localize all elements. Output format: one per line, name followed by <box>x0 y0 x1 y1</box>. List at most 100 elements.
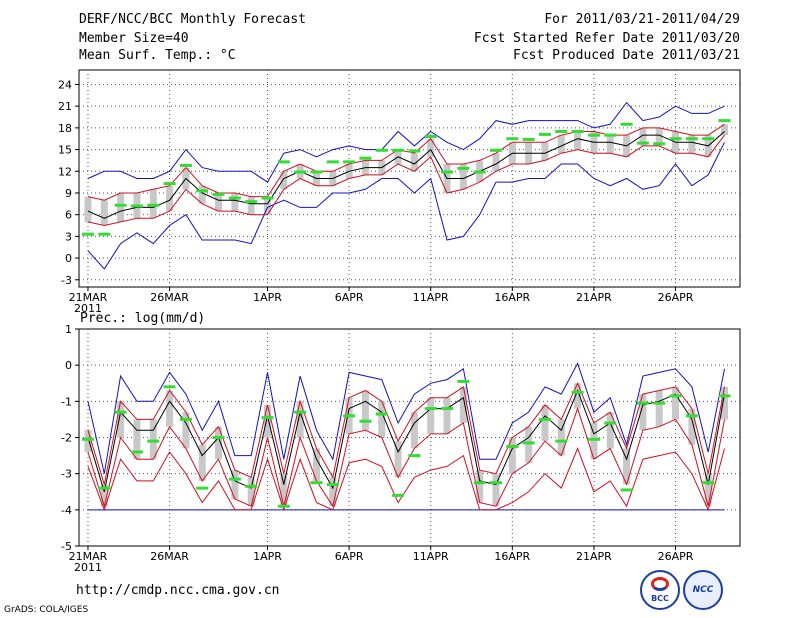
spread-box <box>215 192 223 212</box>
x-tick-label: 21APR <box>576 291 612 304</box>
y-tick-label: 12 <box>58 165 72 178</box>
observed-mark <box>343 160 356 164</box>
observed-mark <box>669 394 682 398</box>
x-tick-label: 21MAR <box>69 291 108 304</box>
observed-mark <box>441 407 454 411</box>
y-tick-label: 3 <box>65 230 72 243</box>
spread-box <box>574 383 582 409</box>
spread-box <box>557 419 565 456</box>
x-tick-label: 6APR <box>335 550 364 563</box>
spread-box <box>720 386 728 420</box>
spread-box <box>639 394 647 431</box>
y-tick-label: 24 <box>58 78 72 91</box>
observed-mark <box>702 481 715 485</box>
spread-box <box>296 401 304 438</box>
observed-mark <box>375 148 388 152</box>
panel-2: -5 -4 -3 -2 -1 0 1 21MAR 26MAR 1APR 6APR 11APR 16APR… <box>61 311 741 574</box>
lower-outer-line <box>87 142 725 270</box>
spread-box <box>655 127 663 146</box>
spread-box <box>492 153 500 172</box>
observed-mark <box>604 133 617 137</box>
spread-box <box>100 484 108 507</box>
spread-box <box>720 124 728 136</box>
start-date: Fcst Started Refer Date 2011/03/20 <box>473 31 740 46</box>
spread-box <box>394 441 402 478</box>
spread-box <box>655 390 663 427</box>
spread-box <box>117 401 125 438</box>
spread-box <box>688 408 696 445</box>
observed-mark <box>702 137 715 141</box>
spread-box <box>312 448 320 481</box>
observed-mark <box>506 137 519 141</box>
spread-box <box>100 200 108 226</box>
x-tick-label: 26APR <box>658 550 694 563</box>
y-tick-label: 0 <box>65 252 72 265</box>
observed-mark <box>98 232 111 236</box>
bcc-logo-text: BCC <box>651 594 669 603</box>
observed-mark <box>555 439 568 443</box>
lower-inner-line <box>87 134 725 227</box>
spread-box <box>166 390 174 427</box>
spread-box <box>361 390 369 431</box>
ncc-logo-text: NCC <box>692 585 714 595</box>
observed-mark <box>620 488 633 492</box>
y-tick-label: 15 <box>58 144 72 157</box>
x-tick-label: 1APR <box>253 291 282 304</box>
observed-mark <box>408 454 421 458</box>
spread-box <box>84 430 92 452</box>
spread-box <box>329 477 337 507</box>
y-tick-label: -3 <box>61 468 72 481</box>
spread-box <box>590 423 598 460</box>
x-tick-label: 21MAR <box>69 550 108 563</box>
spread-box <box>459 386 467 424</box>
observed-mark <box>294 410 307 414</box>
observed-mark <box>179 417 192 421</box>
x-tick-label: 26MAR <box>150 291 189 304</box>
spread-box <box>459 164 467 190</box>
observed-mark <box>473 170 486 174</box>
observed-mark <box>261 416 274 420</box>
observed-mark <box>457 379 470 383</box>
observed-mark <box>130 450 143 454</box>
x-tick-label: 26MAR <box>150 550 189 563</box>
observed-mark <box>228 196 241 200</box>
observed-mark <box>81 437 94 441</box>
upper-outer-line <box>87 101 725 183</box>
upper-outer-line <box>87 362 725 474</box>
spread-box <box>231 470 239 499</box>
observed-mark <box>490 481 503 485</box>
x-tick-label: 26APR <box>658 291 694 304</box>
observed-mark <box>424 135 437 139</box>
ensemble-mean-line <box>87 131 725 219</box>
y-tick-label: -5 <box>61 540 72 553</box>
observed-mark <box>163 385 176 389</box>
spread-box <box>606 135 614 154</box>
year-label: 2011 <box>74 302 102 315</box>
spread-box <box>492 473 500 507</box>
spread-box <box>541 404 549 442</box>
spread-box <box>606 412 614 449</box>
forecast-period: For 2011/03/21-2011/04/29 <box>544 12 740 27</box>
source-url[interactable]: http://cmdp.ncc.cma.gov.cn <box>76 583 280 598</box>
observed-mark <box>392 148 405 152</box>
observed-mark <box>245 484 258 488</box>
observed-mark <box>359 156 372 160</box>
observed-mark <box>685 137 698 141</box>
x-tick-label: 6APR <box>335 291 364 304</box>
spread-box <box>476 470 484 503</box>
observed-mark <box>685 414 698 418</box>
upper-inner-line <box>87 382 725 485</box>
y-tick-label: 18 <box>58 122 72 135</box>
x-tick-label: 16APR <box>494 291 530 304</box>
upper-inner-line <box>87 123 725 201</box>
observed-mark <box>359 419 372 423</box>
observed-mark <box>587 133 600 137</box>
observed-mark <box>636 141 649 145</box>
observed-mark <box>538 417 551 421</box>
observed-mark <box>196 189 209 193</box>
lower-red-line <box>87 447 725 512</box>
observed-mark <box>522 441 535 445</box>
precip-title: Prec.: log(mm/d) <box>80 311 205 326</box>
spread-box <box>410 153 418 172</box>
